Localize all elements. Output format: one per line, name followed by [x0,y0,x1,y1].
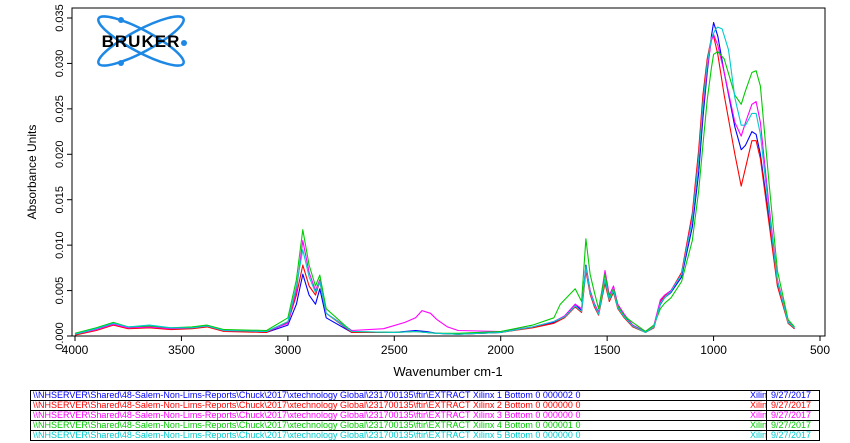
legend-row: \\NHSERVER\Shared\48-Salem-Non-Lims-Repo… [31,411,819,421]
legend-date: 9/27/2017 [771,421,812,430]
legend-row: \\NHSERVER\Shared\48-Salem-Non-Lims-Repo… [31,421,819,431]
legend-sample-name: Xilin [749,391,767,400]
legend-date: 9/27/2017 [771,411,812,420]
y-tick-label: 0.030 [54,50,66,78]
legend-column-divider [766,401,767,410]
x-tick-label: 4000 [62,343,89,357]
legend-date: 9/27/2017 [771,401,812,410]
series-line-4 [74,51,795,334]
plot-frame [71,7,826,337]
legend-row: \\NHSERVER\Shared\48-Salem-Non-Lims-Repo… [31,401,819,411]
legend-sample-name: Xilin [749,411,767,420]
legend-sample-name: Xilin [749,421,767,430]
y-tick-label: 0.015 [54,186,66,214]
legend-date: 9/27/2017 [771,431,812,440]
ftir-spectrum-chart: BRUKER 4000 3500 3000 2500 2000 1500 1000 500 0.… [25,4,831,379]
legend-column-divider [766,411,767,420]
legend-file-path: \\NHSERVER\Shared\48-Salem-Non-Lims-Repo… [33,401,581,410]
series-line-5 [74,26,795,335]
axes: 4000 3500 3000 2500 2000 1500 1000 500 0.000 0.00… [54,4,830,357]
legend-sample-name: Xilin [749,401,767,410]
legend-file-path: \\NHSERVER\Shared\48-Salem-Non-Lims-Repo… [33,431,581,440]
legend-column-divider [766,391,767,400]
legend-file-path: \\NHSERVER\Shared\48-Salem-Non-Lims-Repo… [33,411,581,420]
x-tick-label: 2500 [381,343,408,357]
y-tick-label: 0.035 [54,4,66,32]
legend-file-path: \\NHSERVER\Shared\48-Salem-Non-Lims-Repo… [33,421,581,430]
bruker-logo-text: BRUKER [102,32,181,51]
legend-file-path: \\NHSERVER\Shared\48-Salem-Non-Lims-Repo… [33,391,581,400]
y-tick-label: 0.020 [54,141,66,169]
legend-column-divider [766,421,767,430]
legend-sample-name: Xilin [749,431,767,440]
x-tick-label: 1500 [594,343,621,357]
legend-row: \\NHSERVER\Shared\48-Salem-Non-Lims-Repo… [31,431,819,440]
y-tick-label: 0.000 [54,322,66,350]
x-tick-label: 500 [810,343,830,357]
x-tick-label: 2000 [487,343,514,357]
y-tick-label: 0.010 [54,231,66,259]
y-tick-label: 0.005 [54,277,66,305]
x-tick-label: 1000 [700,343,727,357]
x-tick-label: 3000 [275,343,302,357]
legend-table: \\NHSERVER\Shared\48-Salem-Non-Lims-Repo… [30,390,820,441]
bruker-logo: BRUKER [97,15,187,67]
x-tick-label: 3500 [168,343,195,357]
x-axis-label: Wavenumber cm-1 [393,364,502,379]
legend-row: \\NHSERVER\Shared\48-Salem-Non-Lims-Repo… [31,391,819,401]
y-axis-label: Absorbance Units [25,125,39,220]
legend-column-divider [766,431,767,440]
y-tick-label: 0.025 [54,95,66,123]
series-group [74,21,795,336]
legend-date: 9/27/2017 [771,391,812,400]
